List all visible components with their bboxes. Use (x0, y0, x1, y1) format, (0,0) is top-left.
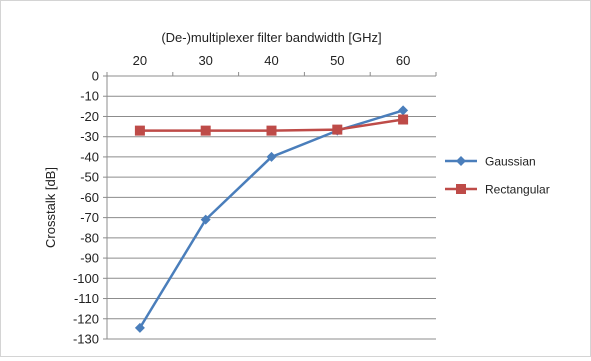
grid-lines (107, 95, 436, 340)
x-axis: 20 30 40 50 60 (106, 53, 437, 77)
y-tick-label: -10 (80, 89, 99, 104)
y-tick-label: -30 (80, 129, 99, 144)
data-point-rectangular (134, 125, 145, 136)
y-tick-label: -90 (80, 251, 99, 266)
legend-item-rectangular: Rectangular (445, 183, 550, 197)
data-point-gaussian (398, 105, 409, 116)
data-point-gaussian (200, 214, 211, 225)
data-point-rectangular (266, 125, 277, 136)
x-axis-title: (De-)multiplexer filter bandwidth [GHz] (161, 30, 381, 45)
y-tick-label: 0 (92, 69, 99, 84)
y-tick-label: -70 (80, 210, 99, 225)
y-tick-label: -40 (80, 149, 99, 164)
y-tick-label: -50 (80, 170, 99, 185)
data-point-gaussian (266, 151, 277, 162)
series-line-gaussian (138, 109, 404, 329)
legend-marker (456, 156, 466, 166)
data-point-rectangular (200, 125, 211, 136)
data-point-rectangular (398, 114, 409, 125)
x-tick-label: 20 (133, 53, 147, 68)
legend-item-gaussian: Gaussian (445, 155, 536, 169)
legend-label: Gaussian (485, 155, 536, 169)
x-tick-label: 40 (264, 53, 278, 68)
x-tick-label: 50 (330, 53, 344, 68)
legend-label: Rectangular (485, 183, 550, 197)
y-tick-label: -130 (73, 332, 99, 347)
y-axis: 0 -10 -20 -30 -40 -50 -60 -70 -80 -90 -100 -110 -120… (73, 69, 108, 347)
series-rectangular (134, 114, 409, 136)
y-axis-title: Crosstalk [dB] (43, 167, 58, 248)
y-tick-label: -60 (80, 190, 99, 205)
x-tick-label: 30 (198, 53, 212, 68)
series-layer (134, 105, 409, 333)
y-tick-label: -100 (73, 271, 99, 286)
y-tick-label: -120 (73, 311, 99, 326)
data-point-rectangular (332, 124, 343, 135)
y-tick-label: -80 (80, 230, 99, 245)
x-tick-label: 60 (396, 53, 410, 68)
legend-marker (456, 184, 466, 194)
y-tick-label: -20 (80, 109, 99, 124)
y-tick-label: -110 (74, 291, 99, 306)
data-point-gaussian (134, 322, 145, 333)
legend: Gaussian Rectangular (445, 155, 550, 197)
